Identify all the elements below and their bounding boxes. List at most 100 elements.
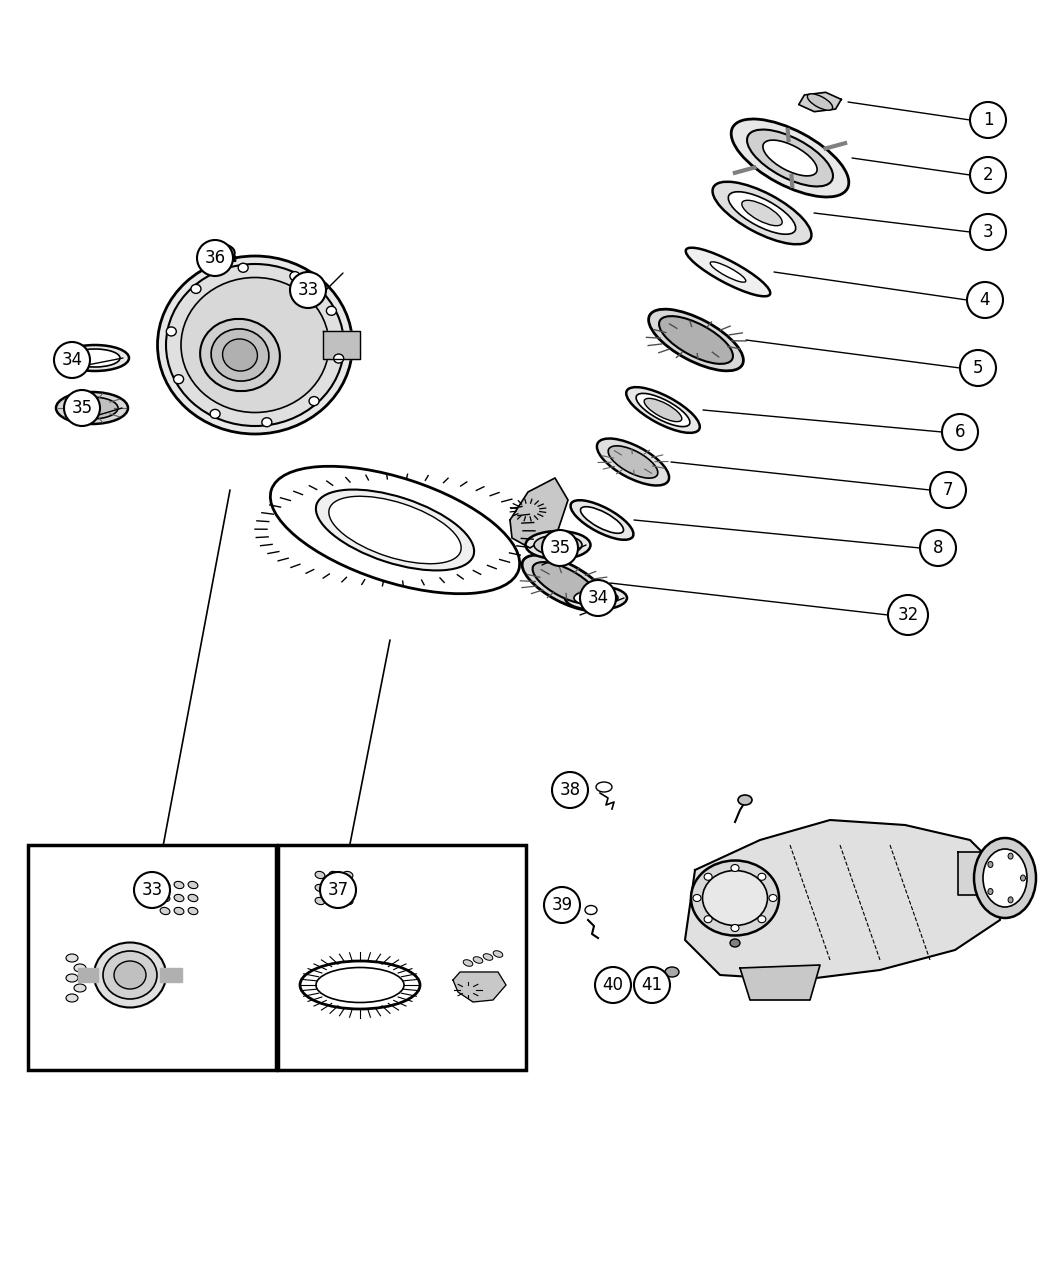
Ellipse shape	[565, 586, 627, 609]
Ellipse shape	[596, 782, 612, 792]
Ellipse shape	[315, 885, 324, 891]
Circle shape	[54, 342, 90, 377]
Ellipse shape	[763, 140, 817, 176]
Ellipse shape	[211, 329, 269, 381]
Text: 38: 38	[560, 782, 581, 799]
Ellipse shape	[66, 397, 118, 419]
Ellipse shape	[747, 130, 833, 186]
Ellipse shape	[173, 375, 184, 384]
Ellipse shape	[636, 394, 690, 427]
Ellipse shape	[290, 272, 300, 280]
Ellipse shape	[665, 966, 679, 977]
Ellipse shape	[166, 264, 344, 426]
Ellipse shape	[729, 191, 796, 235]
Ellipse shape	[534, 536, 582, 555]
Ellipse shape	[758, 915, 765, 923]
Ellipse shape	[94, 942, 166, 1007]
Ellipse shape	[988, 889, 993, 895]
Ellipse shape	[74, 964, 86, 972]
Polygon shape	[799, 92, 841, 112]
Ellipse shape	[103, 951, 158, 1000]
Ellipse shape	[329, 871, 339, 878]
Text: 34: 34	[62, 351, 83, 368]
Ellipse shape	[66, 994, 78, 1002]
Ellipse shape	[56, 391, 128, 425]
Ellipse shape	[201, 319, 280, 391]
Ellipse shape	[693, 895, 701, 901]
Ellipse shape	[1021, 875, 1026, 881]
Circle shape	[930, 472, 966, 507]
Ellipse shape	[644, 398, 681, 422]
Ellipse shape	[494, 951, 503, 958]
Circle shape	[552, 771, 588, 808]
Polygon shape	[160, 968, 182, 982]
Ellipse shape	[217, 245, 235, 258]
Text: 37: 37	[328, 881, 349, 899]
Ellipse shape	[974, 838, 1036, 918]
Circle shape	[197, 240, 233, 275]
Ellipse shape	[585, 905, 597, 914]
Ellipse shape	[741, 200, 782, 226]
Ellipse shape	[329, 496, 461, 564]
Circle shape	[544, 887, 580, 923]
Circle shape	[942, 414, 978, 450]
Ellipse shape	[343, 871, 353, 878]
Ellipse shape	[705, 915, 712, 923]
Circle shape	[580, 580, 616, 616]
Ellipse shape	[223, 339, 257, 371]
Ellipse shape	[659, 316, 733, 363]
Text: 4: 4	[980, 291, 990, 309]
Ellipse shape	[300, 961, 420, 1009]
Ellipse shape	[626, 388, 699, 434]
Polygon shape	[958, 852, 1000, 895]
Polygon shape	[685, 820, 1000, 980]
Text: 6: 6	[954, 423, 965, 441]
Ellipse shape	[174, 894, 184, 901]
Ellipse shape	[574, 590, 618, 606]
Ellipse shape	[188, 881, 197, 889]
Ellipse shape	[570, 500, 633, 539]
Text: 1: 1	[983, 111, 993, 129]
Ellipse shape	[710, 261, 746, 282]
Text: 32: 32	[898, 606, 919, 623]
Ellipse shape	[166, 326, 176, 335]
Ellipse shape	[327, 306, 336, 315]
Text: 35: 35	[549, 539, 570, 557]
Ellipse shape	[309, 397, 319, 405]
Text: 41: 41	[642, 975, 663, 994]
Text: 33: 33	[142, 881, 163, 899]
Ellipse shape	[983, 849, 1027, 907]
Ellipse shape	[188, 908, 197, 914]
Ellipse shape	[343, 898, 353, 905]
Text: 2: 2	[983, 166, 993, 184]
Ellipse shape	[522, 555, 608, 611]
Ellipse shape	[463, 960, 472, 966]
Text: 35: 35	[71, 399, 92, 417]
Ellipse shape	[66, 974, 78, 982]
Ellipse shape	[1008, 896, 1013, 903]
Ellipse shape	[525, 530, 590, 558]
Ellipse shape	[483, 954, 492, 960]
Circle shape	[970, 214, 1006, 250]
Circle shape	[290, 272, 326, 309]
Ellipse shape	[316, 968, 404, 1002]
Ellipse shape	[181, 278, 329, 413]
Ellipse shape	[988, 862, 993, 867]
Ellipse shape	[731, 924, 739, 932]
Bar	[278, 845, 526, 1070]
Circle shape	[970, 102, 1006, 138]
Ellipse shape	[758, 873, 765, 880]
Circle shape	[542, 530, 578, 566]
Polygon shape	[740, 965, 820, 1000]
Ellipse shape	[270, 467, 520, 594]
Text: 40: 40	[603, 975, 624, 994]
Ellipse shape	[315, 871, 324, 878]
Circle shape	[960, 351, 996, 386]
Circle shape	[64, 390, 100, 426]
Circle shape	[967, 282, 1003, 317]
Ellipse shape	[315, 898, 324, 905]
Ellipse shape	[74, 984, 86, 992]
Ellipse shape	[769, 895, 777, 901]
Ellipse shape	[188, 894, 197, 901]
Ellipse shape	[691, 861, 779, 936]
